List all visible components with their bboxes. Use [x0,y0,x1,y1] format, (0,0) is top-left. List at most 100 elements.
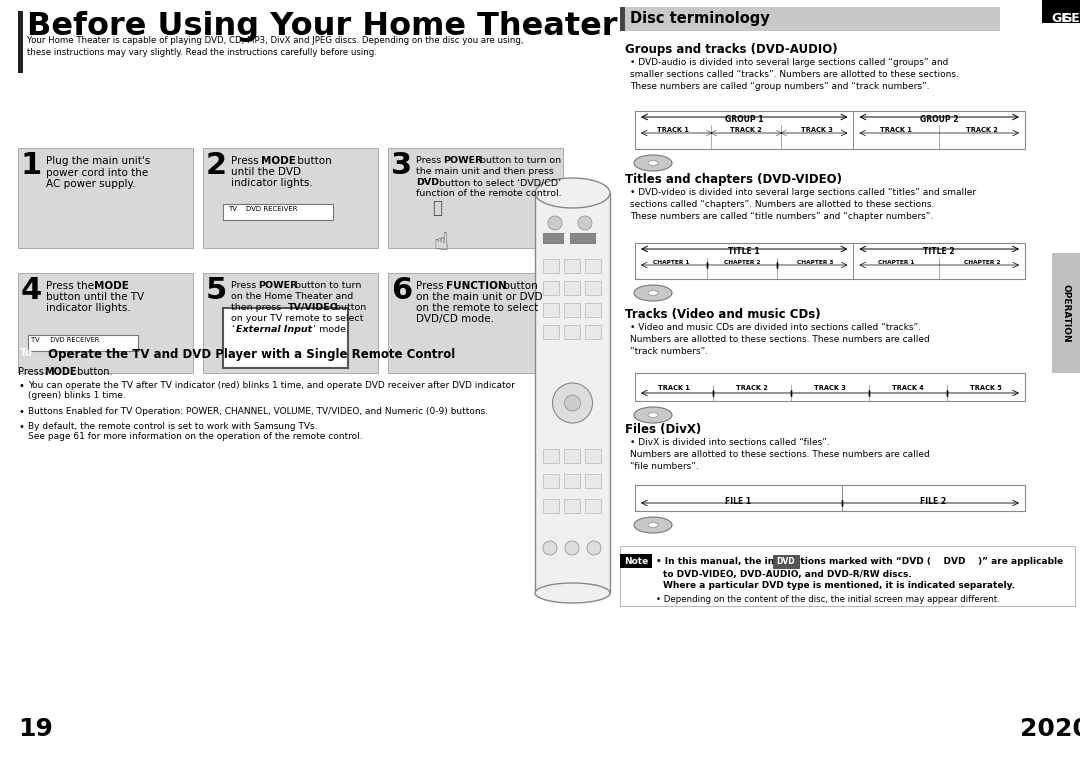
Text: TRACK 3: TRACK 3 [801,127,834,133]
Text: function of the remote control.: function of the remote control. [416,189,562,198]
Text: You can operate the TV after TV indicator (red) blinks 1 time, and operate DVD r: You can operate the TV after TV indicato… [28,381,515,401]
Text: the main unit and then press: the main unit and then press [416,167,554,176]
Text: ’ mode.: ’ mode. [313,325,349,334]
Bar [564,259,580,273]
Text: TRACK 1: TRACK 1 [658,127,689,133]
Text: button.: button. [75,367,112,377]
Text: TV     DVD RECEIVER: TV DVD RECEIVER [31,337,99,343]
Text: • DVD-audio is divided into several large sections called “groups” and
smaller s: • DVD-audio is divided into several larg… [630,58,959,91]
Text: button until the TV: button until the TV [46,292,144,302]
Text: TRACK 5: TRACK 5 [970,385,1002,391]
Bar [585,259,600,273]
Text: TRACK 4: TRACK 4 [892,385,923,391]
Bar [564,303,580,317]
Bar [388,148,563,248]
Bar [620,7,625,31]
Bar [543,499,559,513]
Text: on the Home Theater and: on the Home Theater and [231,292,353,301]
Text: CHAPTER 2: CHAPTER 2 [963,260,1000,265]
Circle shape [565,541,579,555]
Circle shape [298,207,308,217]
Bar [18,11,23,73]
Circle shape [543,541,557,555]
Text: POWER: POWER [258,281,297,290]
Text: TV    DVD RECEIVER: TV DVD RECEIVER [228,206,297,212]
Text: OPERATION: OPERATION [1062,284,1070,343]
Bar [564,474,580,488]
Circle shape [578,216,592,230]
Circle shape [86,338,96,348]
Text: Buttons Enabled for TV Operation: POWER, CHANNEL, VOLUME, TV/VIDEO, and Numeric : Buttons Enabled for TV Operation: POWER,… [28,407,488,416]
Text: 20: 20 [1021,717,1055,741]
Text: ☝: ☝ [433,231,448,255]
Text: TRACK 2: TRACK 2 [967,127,998,133]
Text: ⏻: ⏻ [432,199,442,217]
Text: Press: Press [416,281,447,291]
Text: MODE: MODE [94,281,129,291]
Bar [543,325,559,339]
Bar [620,7,1000,31]
Text: • Video and music CDs are divided into sections called “tracks”.
Numbers are all: • Video and music CDs are divided into s… [630,323,930,356]
Bar [564,281,580,295]
Bar [543,281,559,295]
Text: By default, the remote control is set to work with Samsung TVs.
See page 61 for : By default, the remote control is set to… [28,422,363,442]
Bar [635,485,1025,511]
Bar [18,148,193,248]
Bar [564,325,580,339]
Text: Press: Press [18,367,48,377]
Bar [585,325,600,339]
Text: Titles and chapters (DVD-VIDEO): Titles and chapters (DVD-VIDEO) [625,173,842,186]
Text: indicator llights.: indicator llights. [46,303,131,313]
Text: • In this manual, the instructions marked with “DVD (    DVD    )” are applicabl: • In this manual, the instructions marke… [656,556,1063,565]
Bar [570,233,595,243]
Text: 1: 1 [21,151,42,180]
Text: ‘: ‘ [231,325,234,334]
Text: indicator lights.: indicator lights. [231,178,313,188]
Text: then press: then press [231,303,284,312]
Text: Disc terminology: Disc terminology [630,11,770,27]
Text: button to turn on: button to turn on [477,156,562,165]
Circle shape [99,338,109,348]
Text: GE: GE [1061,12,1080,25]
Circle shape [588,541,600,555]
Bar [635,111,1025,149]
Bar [543,303,559,317]
Circle shape [420,195,456,231]
Text: GROUP 2: GROUP 2 [920,115,958,124]
Text: •: • [18,422,24,432]
Text: To: To [21,348,33,358]
Text: TITLE 2: TITLE 2 [923,247,955,256]
Bar [564,499,580,513]
Text: FILE 2: FILE 2 [920,497,946,506]
Bar [1052,253,1080,373]
Circle shape [270,207,280,217]
Bar [388,273,563,373]
Text: Press the: Press the [46,281,97,291]
Bar [203,148,378,248]
Bar [635,243,1025,279]
Circle shape [71,338,81,348]
Bar [564,449,580,463]
Text: •: • [18,381,24,391]
Text: • DVD-video is divided into several large sections called “titles” and smaller
s: • DVD-video is divided into several larg… [630,188,976,221]
Text: TRACK 1: TRACK 1 [880,127,913,133]
Text: button: button [500,281,538,291]
Ellipse shape [634,155,672,171]
Text: Operate the TV and DVD Player with a Single Remote Control: Operate the TV and DVD Player with a Sin… [44,348,456,361]
Text: 5: 5 [206,276,227,305]
Text: TV/VIDEO: TV/VIDEO [288,303,339,312]
Circle shape [553,383,593,423]
Text: 2: 2 [206,151,227,180]
Text: Tracks (Video and music CDs): Tracks (Video and music CDs) [625,308,821,321]
Text: 20: 20 [1055,717,1080,741]
Bar [1042,0,1080,23]
Text: Your Home Theater is capable of playing DVD, CD, MP3, DivX and JPEG discs. Depen: Your Home Theater is capable of playing … [27,36,524,56]
Text: Where a particular DVD type is mentioned, it is indicated separately.: Where a particular DVD type is mentioned… [663,581,1015,591]
Bar [585,474,600,488]
Bar [543,259,559,273]
Bar [535,193,610,593]
Text: button: button [332,303,366,312]
Text: POWER: POWER [443,156,483,165]
Text: 6: 6 [391,276,413,305]
Text: button to turn: button to turn [292,281,362,290]
